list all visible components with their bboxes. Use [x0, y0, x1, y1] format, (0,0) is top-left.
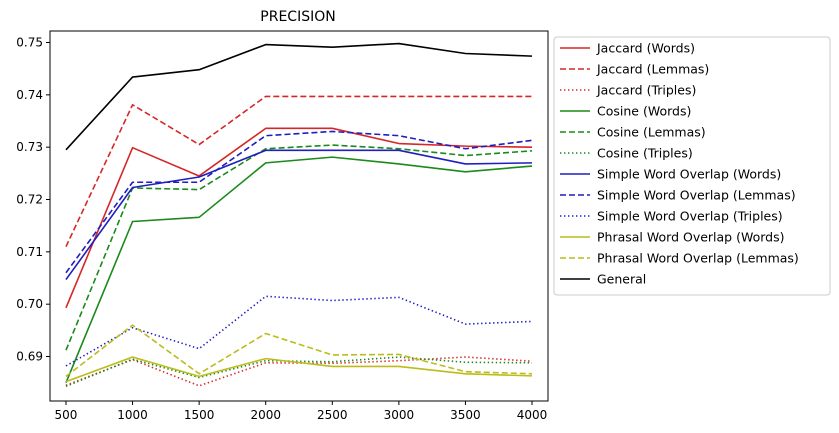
legend-label: Cosine (Triples): [597, 146, 693, 161]
x-tick-label: 2500: [317, 408, 348, 422]
x-tick-label: 1500: [184, 408, 215, 422]
y-tick-label: 0.73: [16, 140, 43, 154]
y-tick-label: 0.72: [16, 193, 43, 207]
legend-label: Jaccard (Words): [596, 41, 695, 56]
y-tick-label: 0.74: [16, 88, 43, 102]
y-tick-label: 0.70: [16, 297, 43, 311]
series-line: [65, 324, 533, 378]
legend-label: General: [597, 272, 646, 287]
series-line: [65, 144, 533, 351]
axes-frame: [49, 30, 549, 402]
chart-title: PRECISION: [260, 9, 335, 25]
series-line: [65, 130, 533, 274]
series-line: [65, 149, 533, 281]
legend-box: [553, 36, 831, 296]
series-line: [65, 127, 533, 309]
x-tick-label: 3000: [384, 408, 415, 422]
legend-label: Cosine (Lemmas): [597, 125, 706, 140]
x-tick-label: 1000: [117, 408, 148, 422]
legend-label: Jaccard (Lemmas): [596, 62, 709, 77]
y-tick-label: 0.75: [16, 36, 43, 50]
series-line: [65, 295, 533, 367]
legend-label: Phrasal Word Overlap (Words): [597, 230, 784, 245]
legend-label: Simple Word Overlap (Words): [597, 167, 781, 182]
y-tick-label: 0.71: [16, 245, 43, 259]
series-line: [65, 356, 533, 388]
legend-label: Phrasal Word Overlap (Lemmas): [597, 251, 799, 266]
legend-label: Simple Word Overlap (Lemmas): [597, 188, 796, 203]
x-tick-label: 2000: [250, 408, 281, 422]
series-line: [65, 95, 533, 247]
legend: Jaccard (Words) Jaccard (Lemmas) Jaccard (…: [553, 36, 831, 296]
legend-label: Jaccard (Triples): [596, 83, 696, 98]
legend-label: Cosine (Words): [597, 104, 691, 119]
series-line: [65, 156, 533, 383]
x-tick-label: 4000: [517, 408, 548, 422]
plot-area: 500 1000 1500 2000 2500 3000 3500 4000 0.69 0.70 0…: [16, 30, 549, 422]
legend-label: Simple Word Overlap (Triples): [597, 209, 783, 224]
series-line: [65, 356, 533, 383]
x-tick-label: 500: [55, 408, 78, 422]
series-line: [65, 42, 533, 151]
y-tick-label: 0.69: [16, 350, 43, 364]
x-tick-label: 3500: [450, 408, 481, 422]
